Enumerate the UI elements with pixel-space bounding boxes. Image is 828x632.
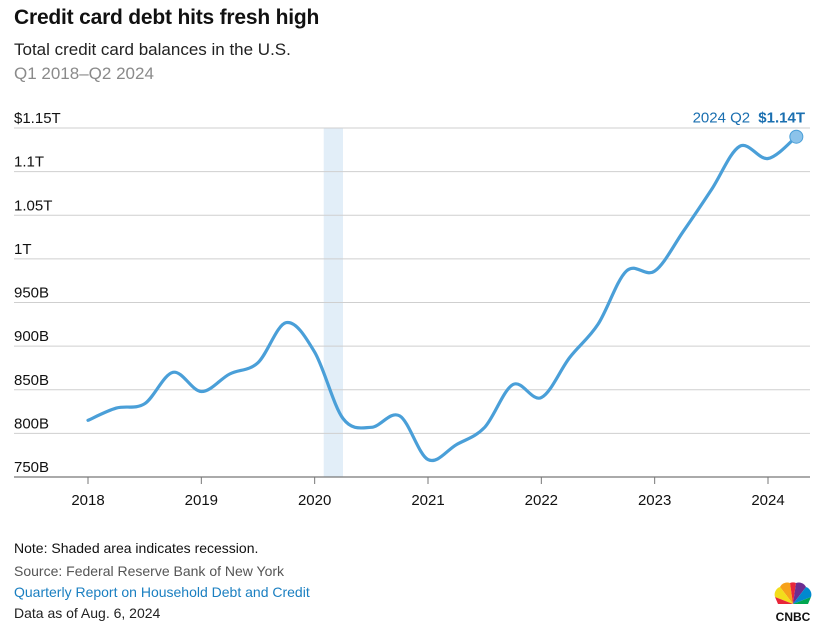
data-point [114, 406, 118, 410]
data-points [86, 129, 804, 462]
data-point [738, 144, 742, 148]
peacock-icon [774, 582, 812, 604]
data-point [284, 321, 288, 325]
data-point [86, 418, 90, 422]
data-point [539, 396, 543, 400]
y-tick-label: 1.05T [14, 197, 52, 214]
data-point [143, 402, 147, 406]
data-point [228, 372, 232, 376]
y-tick-label: $1.15T [14, 110, 61, 127]
data-point [341, 417, 345, 421]
latest-value-callout: 2024 Q2 $1.14T [693, 110, 805, 127]
data-point [709, 188, 713, 192]
y-tick-label: 800B [14, 415, 49, 432]
data-point [398, 414, 402, 418]
data-point [171, 370, 175, 374]
data-point [624, 269, 628, 273]
data-as-of: Data as of Aug. 6, 2024 [14, 605, 161, 621]
y-tick-label: 1T [14, 241, 32, 258]
y-tick-label: 950B [14, 285, 49, 302]
cnbc-peacock-logo: CNBC [774, 582, 812, 624]
x-tick-label: 2024 [751, 492, 784, 509]
data-point [568, 355, 572, 359]
y-tick-label: 1.1T [14, 154, 44, 171]
x-tick-label: 2019 [185, 492, 218, 509]
data-point [199, 389, 203, 393]
series-line [86, 135, 798, 463]
data-point [766, 157, 770, 161]
chart-subtitle: Total credit card balances in the U.S. [14, 40, 291, 59]
data-point [369, 425, 373, 429]
data-point [454, 443, 458, 447]
callout-prefix: 2024 Q2 [693, 110, 751, 127]
x-tick-label: 2018 [71, 492, 104, 509]
x-tick-label: 2022 [525, 492, 558, 509]
recession-note: Note: Shaded area indicates recession. [14, 540, 259, 556]
data-point [426, 458, 430, 462]
latest-data-point [789, 129, 804, 144]
logo-text: CNBC [776, 610, 811, 624]
y-tick-label: 900B [14, 328, 49, 345]
line-chart: 750B 800B 850B 900B 950B 1T 1.05T 1.1T $1.15T 20… [14, 110, 810, 509]
data-point [256, 361, 260, 365]
y-tick-label: 850B [14, 372, 49, 389]
data-point [681, 230, 685, 234]
x-tick-label: 2020 [298, 492, 331, 509]
y-axis-ticks: 750B 800B 850B 900B 950B 1T 1.05T 1.1T $1.15T [14, 110, 61, 476]
chart-title: Credit card debt hits fresh high [14, 6, 320, 29]
data-point [511, 383, 515, 387]
x-tick-label: 2023 [638, 492, 671, 509]
x-tick-label: 2021 [411, 492, 444, 509]
y-tick-label: 750B [14, 459, 49, 476]
data-point [483, 425, 487, 429]
report-link[interactable]: Quarterly Report on Household Debt and C… [14, 584, 310, 600]
data-point [653, 269, 657, 273]
callout-value: $1.14T [758, 110, 805, 127]
date-range: Q1 2018–Q2 2024 [14, 64, 154, 83]
x-axis-ticks: 2018 2019 2020 2021 2022 2023 2024 [71, 477, 785, 509]
grid-lines [14, 127, 810, 478]
data-point [313, 350, 317, 354]
source-text: Source: Federal Reserve Bank of New York [14, 563, 285, 579]
data-point [596, 322, 600, 326]
